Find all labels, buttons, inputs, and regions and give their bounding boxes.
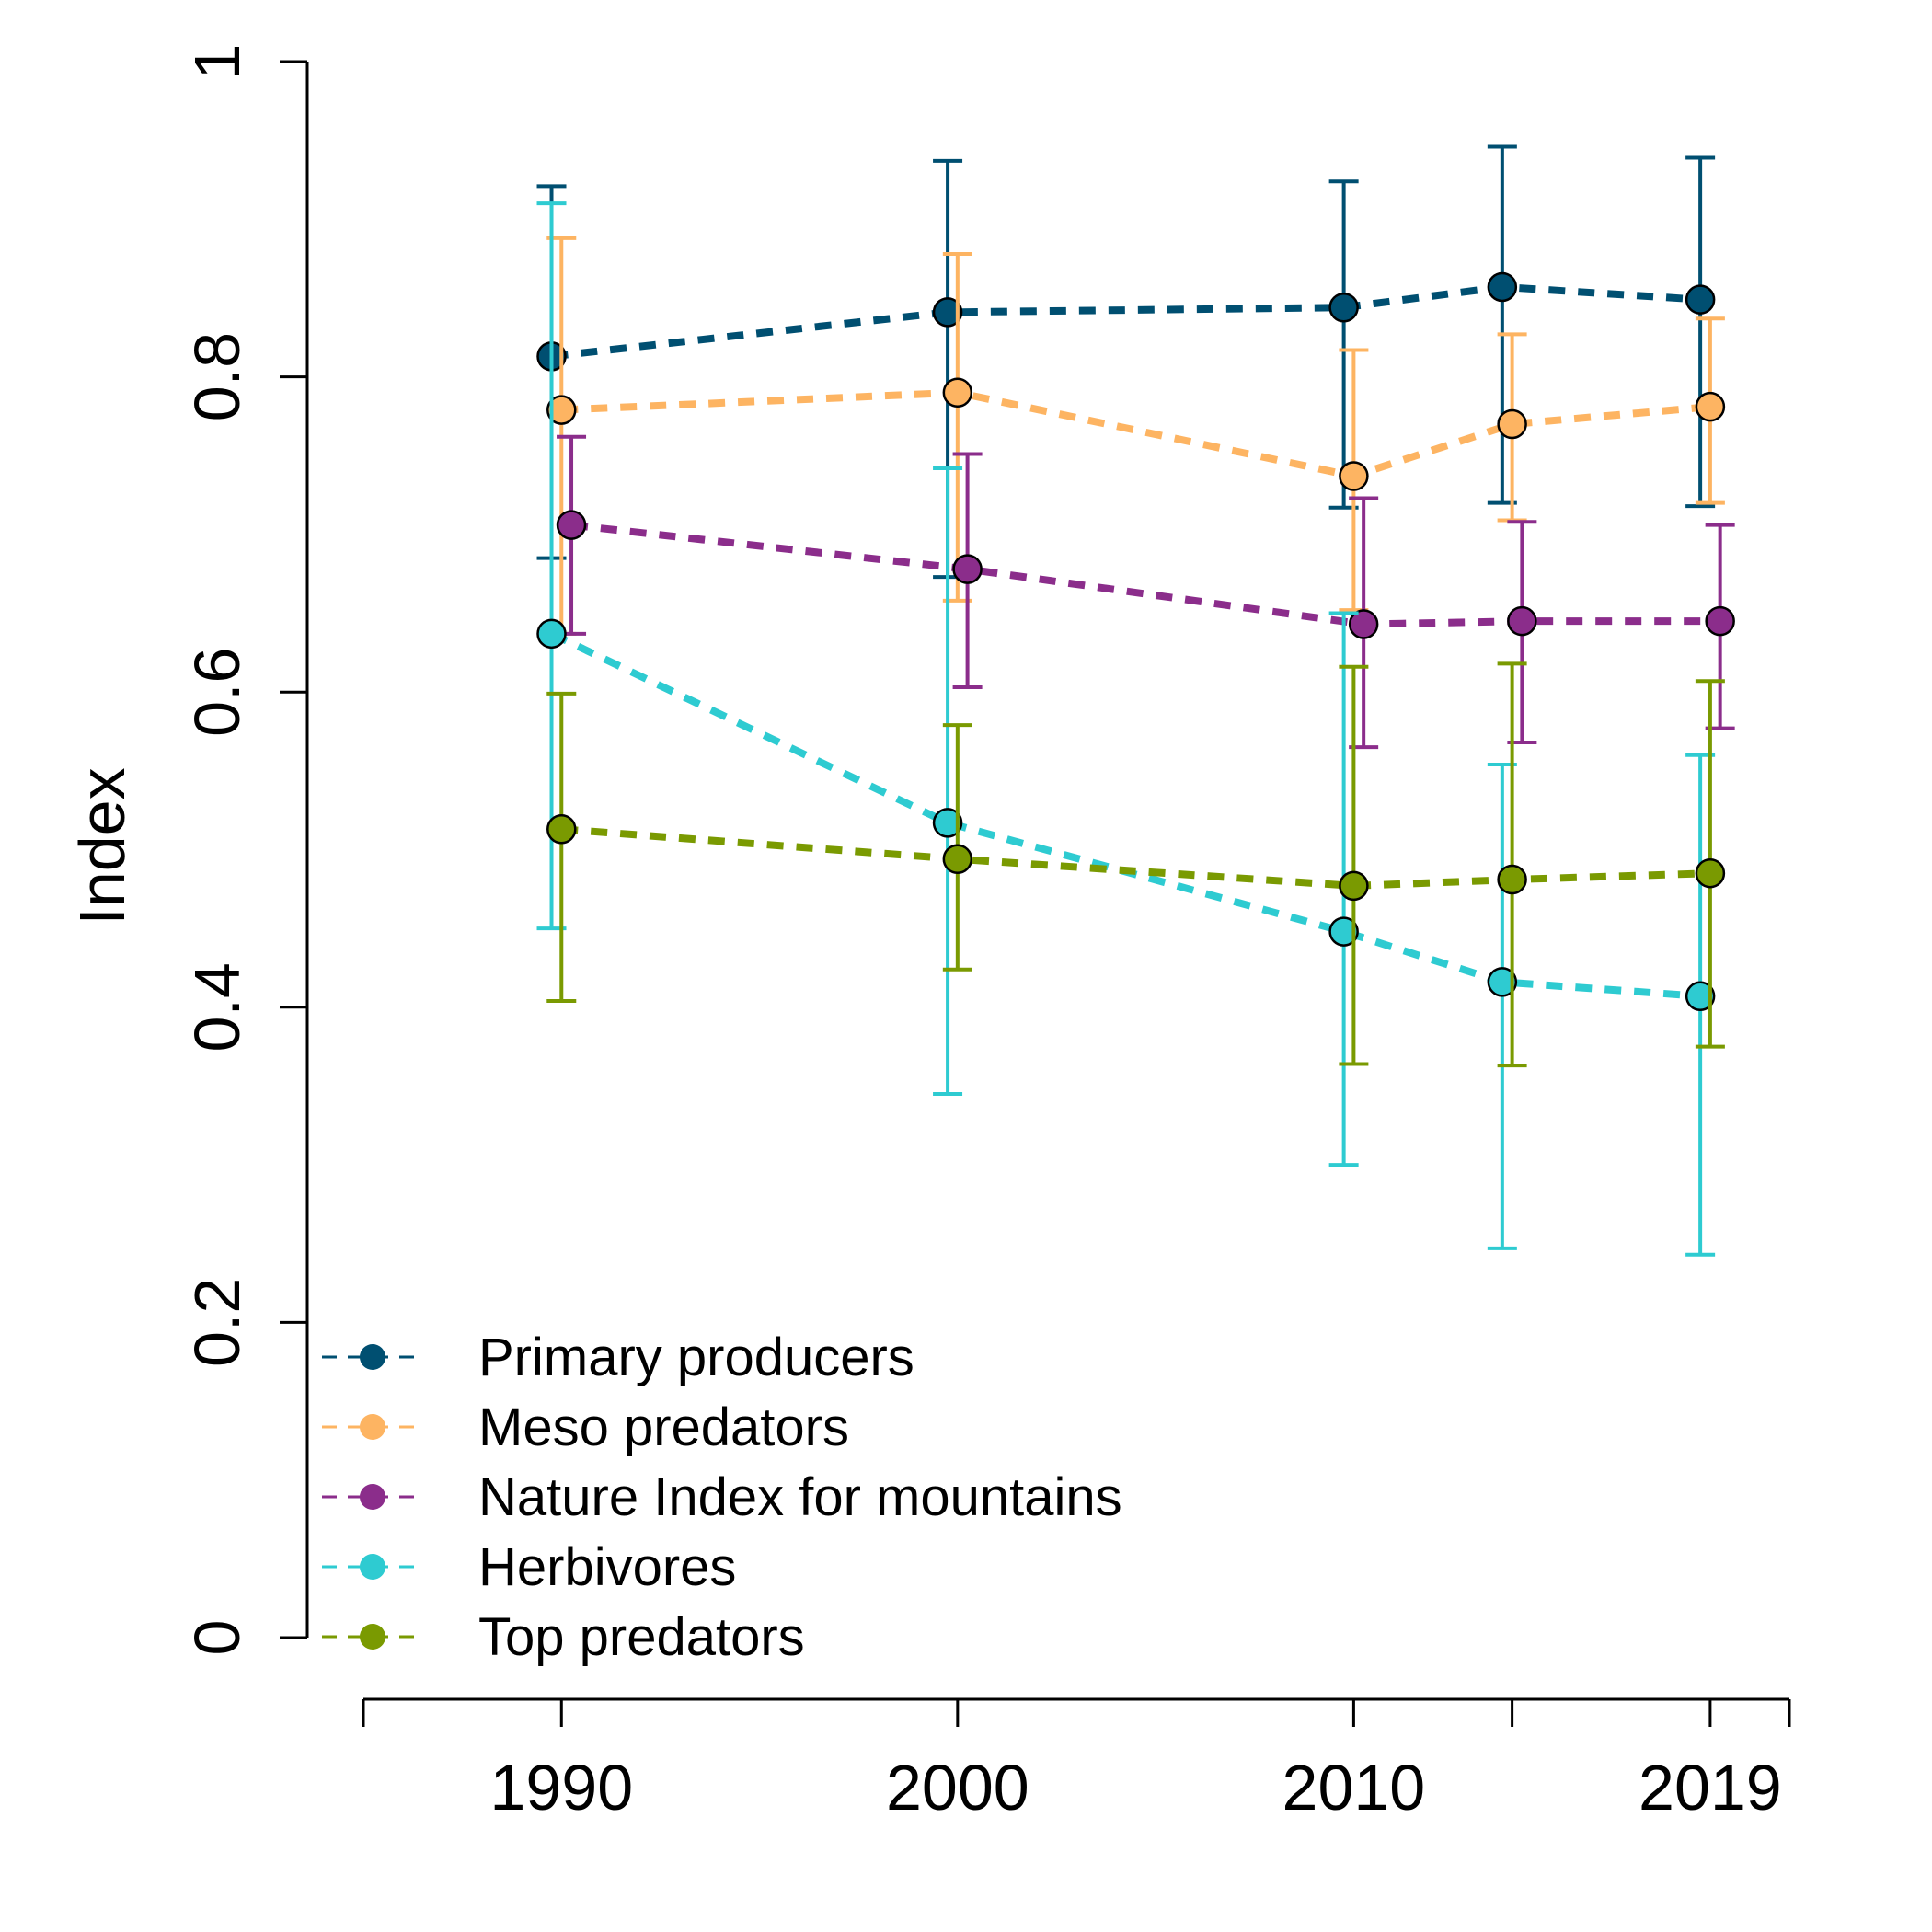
data-point: [932, 808, 963, 838]
data-point: [1685, 981, 1716, 1012]
data-point: [932, 297, 963, 328]
legend-label: Meso predators: [478, 1397, 849, 1457]
legend: Primary producers Meso predators Nature In…: [322, 1328, 1122, 1667]
legend-label: Primary producers: [478, 1328, 914, 1387]
y-tick-label: 0.6: [181, 648, 253, 737]
series-4: [546, 661, 1726, 1068]
legend-marker: [360, 1554, 385, 1580]
y-tick-label: 0.4: [181, 962, 253, 1052]
error-bar: [1685, 155, 1716, 509]
error-bar: [1339, 664, 1369, 1066]
data-point: [546, 395, 577, 425]
data-point: [1695, 391, 1726, 422]
legend-item: Nature Index for mountains: [322, 1467, 1122, 1527]
x-tick-label: 2010: [1282, 1752, 1426, 1823]
plot-area: [536, 144, 1735, 1257]
data-point: [1487, 271, 1518, 303]
series-3: [536, 201, 1716, 1257]
legend-label: Top predators: [478, 1607, 805, 1667]
series-1: [546, 236, 1726, 636]
data-point: [1328, 916, 1359, 947]
data-point: [1497, 408, 1527, 440]
data-point: [952, 554, 983, 584]
series-line: [549, 630, 1701, 1000]
legend-item: Top predators: [322, 1607, 805, 1667]
legend-marker: [360, 1344, 385, 1370]
legend-label: Nature Index for mountains: [478, 1467, 1122, 1527]
y-tick-label: 1: [181, 44, 253, 80]
y-tick-label: 0.2: [181, 1278, 253, 1367]
data-point: [1507, 605, 1537, 637]
data-point: [546, 813, 577, 845]
x-tick-label: 2000: [886, 1752, 1029, 1823]
legend-item: Herbivores: [322, 1537, 736, 1597]
data-point: [942, 844, 973, 875]
y-axis-title: Index: [66, 767, 138, 925]
data-point: [1487, 967, 1518, 997]
data-point: [1695, 857, 1726, 889]
data-point: [1685, 284, 1716, 315]
error-bar: [933, 466, 963, 1097]
error-bar: [1497, 661, 1527, 1068]
series-line: [560, 825, 1711, 890]
data-point: [1348, 609, 1379, 639]
data-point: [1339, 461, 1369, 491]
data-point: [536, 618, 567, 650]
data-point: [1339, 870, 1369, 902]
series-line: [570, 521, 1720, 628]
y-axis: 0 0.2 0.4 0.6 0.8 1: [181, 44, 309, 1656]
legend-marker: [360, 1624, 385, 1650]
legend-item: Primary producers: [322, 1328, 914, 1387]
series-line: [551, 282, 1701, 361]
x-tick-label: 2019: [1639, 1752, 1782, 1823]
y-tick-label: 0: [181, 1620, 253, 1656]
series-2: [556, 434, 1735, 750]
data-point: [1328, 292, 1359, 323]
x-tick-label: 1990: [489, 1752, 633, 1823]
legend-marker: [360, 1484, 385, 1510]
data-point: [1497, 864, 1527, 895]
series-0: [536, 144, 1716, 580]
data-point: [556, 510, 587, 540]
error-bar: [546, 691, 577, 1003]
data-point: [1705, 605, 1735, 637]
legend-label: Herbivores: [478, 1537, 736, 1597]
legend-item: Meso predators: [322, 1397, 849, 1457]
series-line: [561, 388, 1711, 480]
y-tick-label: 0.8: [181, 332, 253, 421]
data-point: [942, 377, 973, 408]
legend-marker: [360, 1414, 385, 1440]
x-axis: 1990 2000 2010 2019: [362, 1697, 1791, 1823]
